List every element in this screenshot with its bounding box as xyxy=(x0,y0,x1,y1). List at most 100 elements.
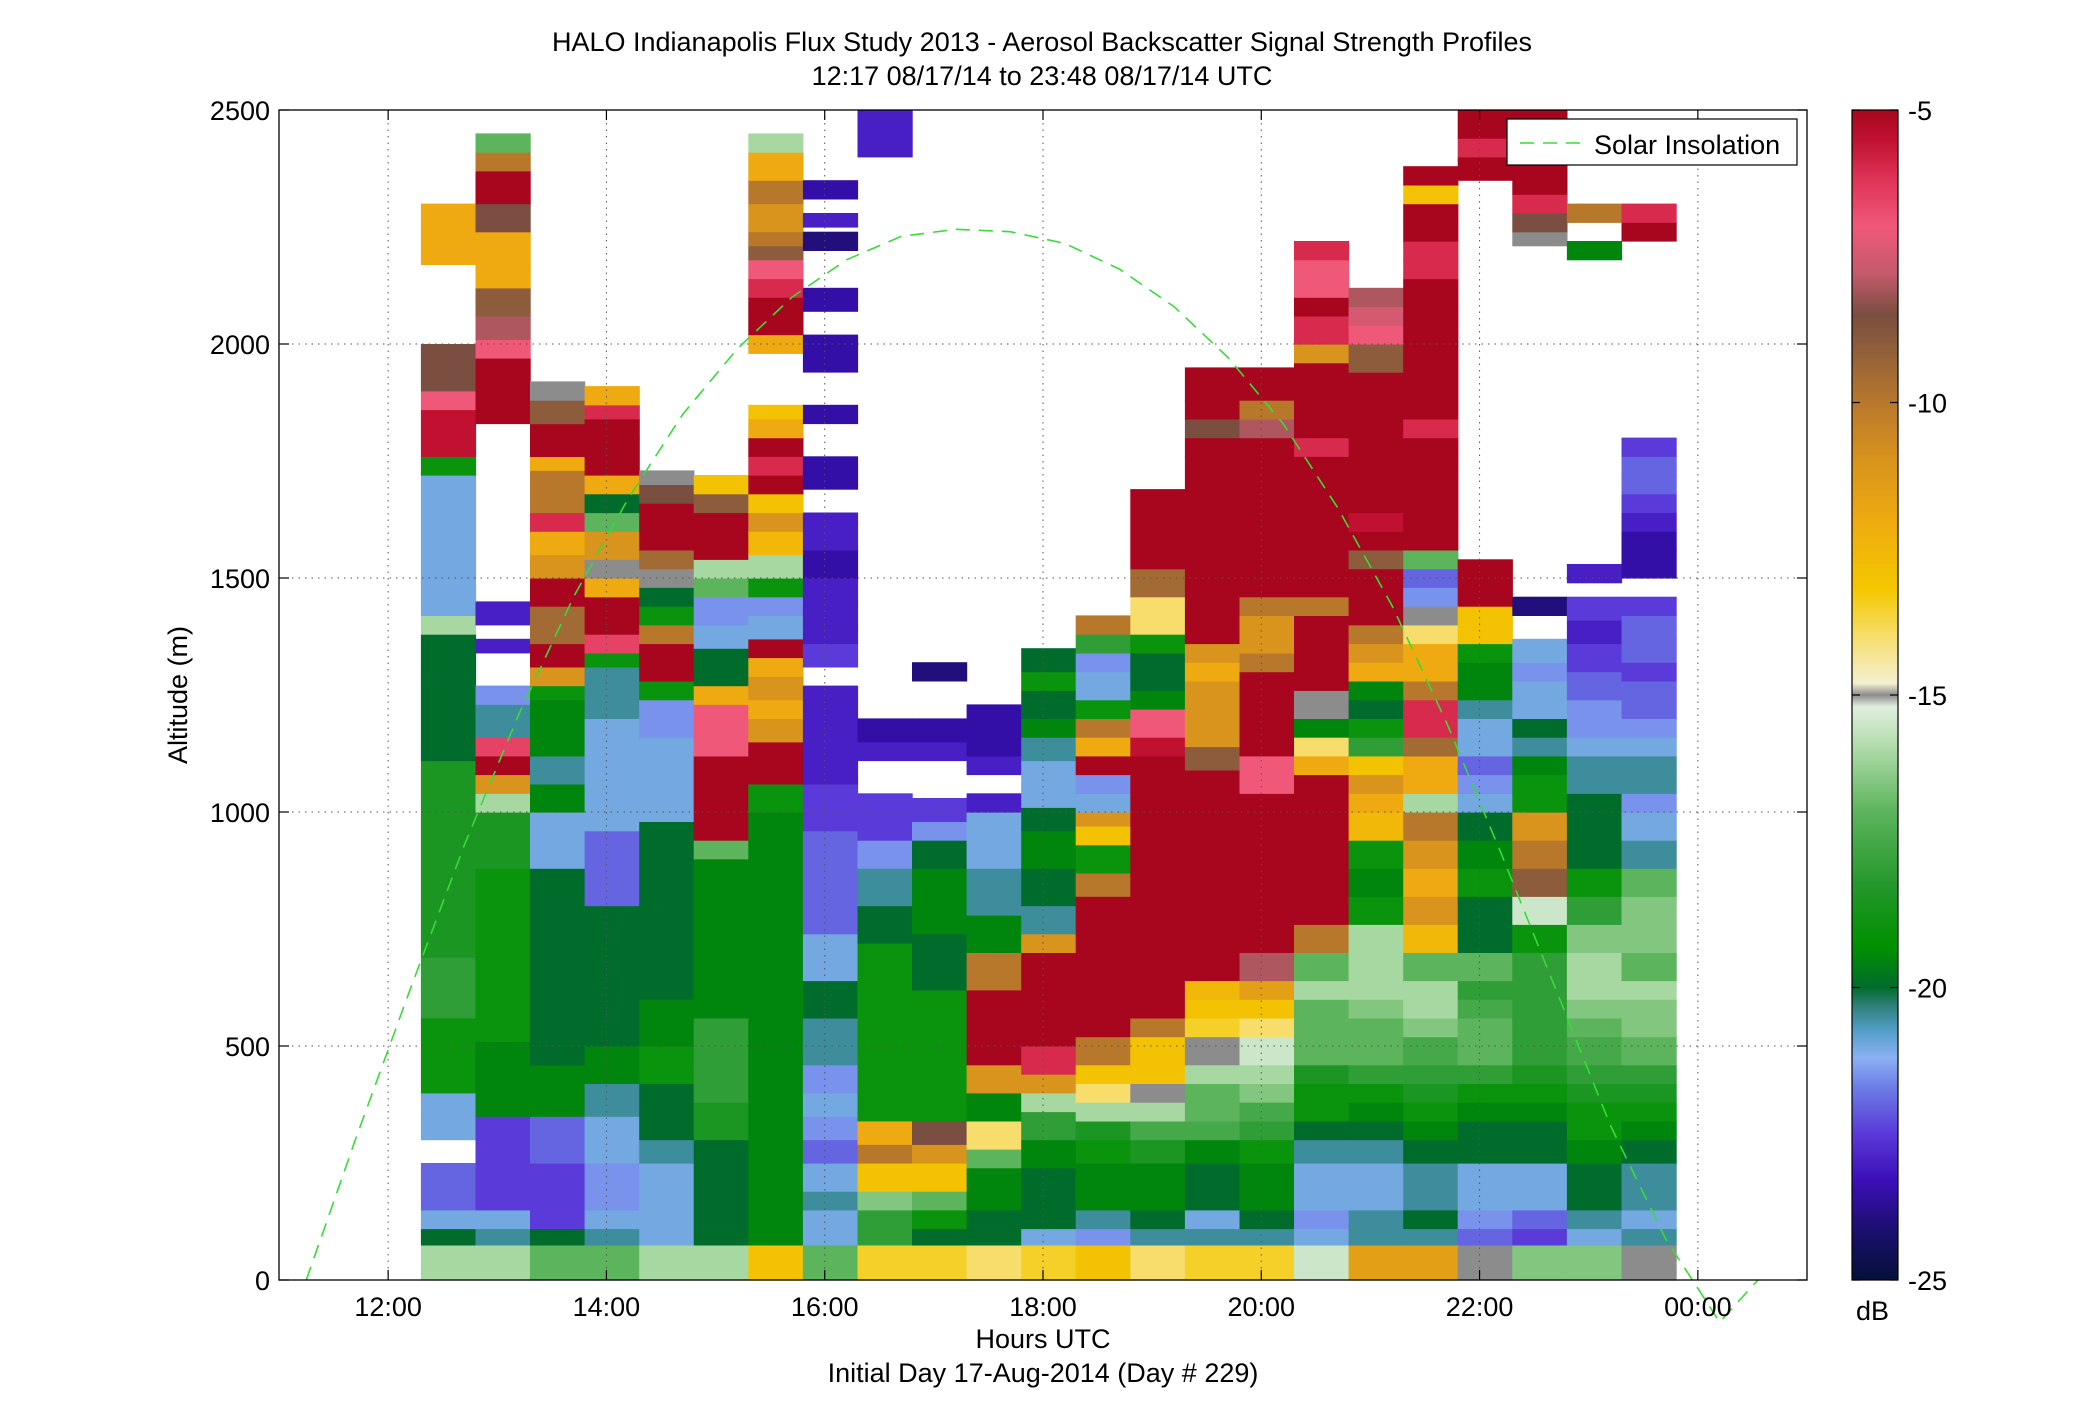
heatmap-cell xyxy=(1130,596,1186,616)
heatmap-cell xyxy=(1457,110,1513,139)
heatmap-cell xyxy=(1457,1064,1513,1084)
heatmap-cell xyxy=(420,409,477,457)
heatmap-cell xyxy=(1348,662,1404,682)
heatmap-cell xyxy=(420,1092,477,1117)
heatmap-cell xyxy=(1403,699,1459,719)
heatmap-cell xyxy=(802,685,859,701)
heatmap-cell xyxy=(639,484,695,504)
heatmap-cell xyxy=(475,1209,531,1230)
heatmap-cell xyxy=(1566,1036,1623,1066)
heatmap-cell xyxy=(1021,868,1077,907)
heatmap-cell xyxy=(1457,1163,1513,1211)
heatmap-cell xyxy=(802,624,859,645)
heatmap-cell xyxy=(530,512,586,532)
heatmap-cell xyxy=(802,213,859,228)
heatmap-cell xyxy=(1075,774,1131,794)
heatmap-cell xyxy=(1512,1163,1568,1211)
heatmap-cell xyxy=(1403,812,1459,841)
heatmap-cell xyxy=(912,1191,968,1211)
heatmap-cell xyxy=(748,699,804,719)
heatmap-cell xyxy=(584,493,640,514)
y-tick-label: 2000 xyxy=(210,330,270,360)
heatmap-cell xyxy=(1512,812,1568,841)
heatmap-cell xyxy=(1348,980,1404,1000)
heatmap-cell xyxy=(475,358,531,425)
heatmap-cell xyxy=(1621,699,1677,719)
heatmap-cell xyxy=(1457,1036,1513,1066)
heatmap-cell xyxy=(1512,737,1568,757)
heatmap-cell xyxy=(802,1228,859,1246)
heatmap-cell xyxy=(1294,418,1350,439)
heatmap-cell xyxy=(530,456,586,471)
heatmap-cell xyxy=(966,868,1022,916)
heatmap-cell xyxy=(1566,643,1623,673)
heatmap-cell xyxy=(1512,924,1568,953)
heatmap-cell xyxy=(1239,812,1295,841)
heatmap-cell xyxy=(1512,840,1568,869)
x-tick-label: 00:00 xyxy=(1664,1292,1732,1322)
heatmap-cell xyxy=(475,1228,531,1246)
heatmap-cell xyxy=(1566,1228,1623,1246)
heatmap-cell xyxy=(420,1163,477,1211)
heatmap-cell xyxy=(475,737,531,757)
heatmap-cell xyxy=(1294,315,1350,345)
heatmap-cell xyxy=(1021,1244,1077,1281)
heatmap-cell xyxy=(1239,596,1295,616)
heatmap-cell xyxy=(1348,1228,1404,1246)
heatmap-cell xyxy=(1621,596,1677,616)
heatmap-cell xyxy=(802,1163,859,1192)
heatmap-cell xyxy=(1294,344,1350,364)
heatmap-cell xyxy=(1512,1017,1568,1038)
heatmap-cell xyxy=(420,456,477,476)
heatmap-cell xyxy=(584,1046,640,1084)
heatmap-cell xyxy=(1184,882,1241,907)
heatmap-cell xyxy=(639,1083,695,1141)
heatmap-cell xyxy=(1348,531,1404,551)
heatmap-cell xyxy=(1075,1228,1131,1246)
heatmap-cell xyxy=(1512,1139,1568,1164)
legend-box xyxy=(1506,118,1798,166)
heatmap-cell xyxy=(530,400,586,425)
heatmap-cell xyxy=(530,1116,586,1164)
heatmap-cell xyxy=(420,671,477,762)
heatmap-cell xyxy=(748,615,804,640)
heatmap-cell xyxy=(1294,774,1350,794)
heatmap-cell xyxy=(1239,1120,1295,1141)
heatmap-cell xyxy=(1566,755,1623,776)
heatmap-cell xyxy=(1294,793,1350,813)
heatmap-cell xyxy=(475,601,531,626)
heatmap-cell xyxy=(639,999,695,1047)
heatmap-cell xyxy=(1621,1017,1677,1038)
heatmap-cell xyxy=(966,1209,1022,1230)
heatmap-cell xyxy=(1184,980,1241,1000)
heatmap-cell xyxy=(1621,793,1677,813)
heatmap-cell xyxy=(1621,1139,1677,1164)
heatmap-cell xyxy=(1621,737,1677,757)
heatmap-cell xyxy=(1403,1209,1459,1230)
heatmap-cell xyxy=(1457,924,1513,953)
heatmap-cell xyxy=(530,1244,586,1281)
heatmap-cell xyxy=(1130,1244,1186,1281)
y-tick-label: 1500 xyxy=(210,564,270,594)
heatmap-cell xyxy=(1403,737,1459,757)
heatmap-cell xyxy=(1348,606,1404,626)
chart-title-line2: 12:17 08/17/14 to 23:48 08/17/14 UTC xyxy=(812,61,1273,91)
heatmap-cell xyxy=(1403,512,1459,551)
heatmap-cell xyxy=(1403,1244,1459,1281)
heatmap-cell xyxy=(1075,793,1131,813)
colorbar-ticks: -5 -10 -15 -20 -25 xyxy=(1852,96,1947,1296)
heatmap-cell xyxy=(966,989,1022,1028)
heatmap-cell xyxy=(857,1244,913,1281)
heatmap-cell xyxy=(1348,681,1404,701)
heatmap-cell xyxy=(1075,872,1131,897)
heatmap-cell xyxy=(857,868,913,907)
heatmap-cell xyxy=(1512,1102,1568,1122)
heatmap-cell xyxy=(857,793,913,813)
x-axis-label: Hours UTC xyxy=(975,1324,1110,1354)
heatmap-cell xyxy=(1075,755,1131,776)
heatmap-cell xyxy=(1403,166,1459,186)
heatmap-cell xyxy=(1403,587,1459,607)
heatmap-cell xyxy=(1348,718,1404,738)
heatmap-cell xyxy=(748,404,804,420)
